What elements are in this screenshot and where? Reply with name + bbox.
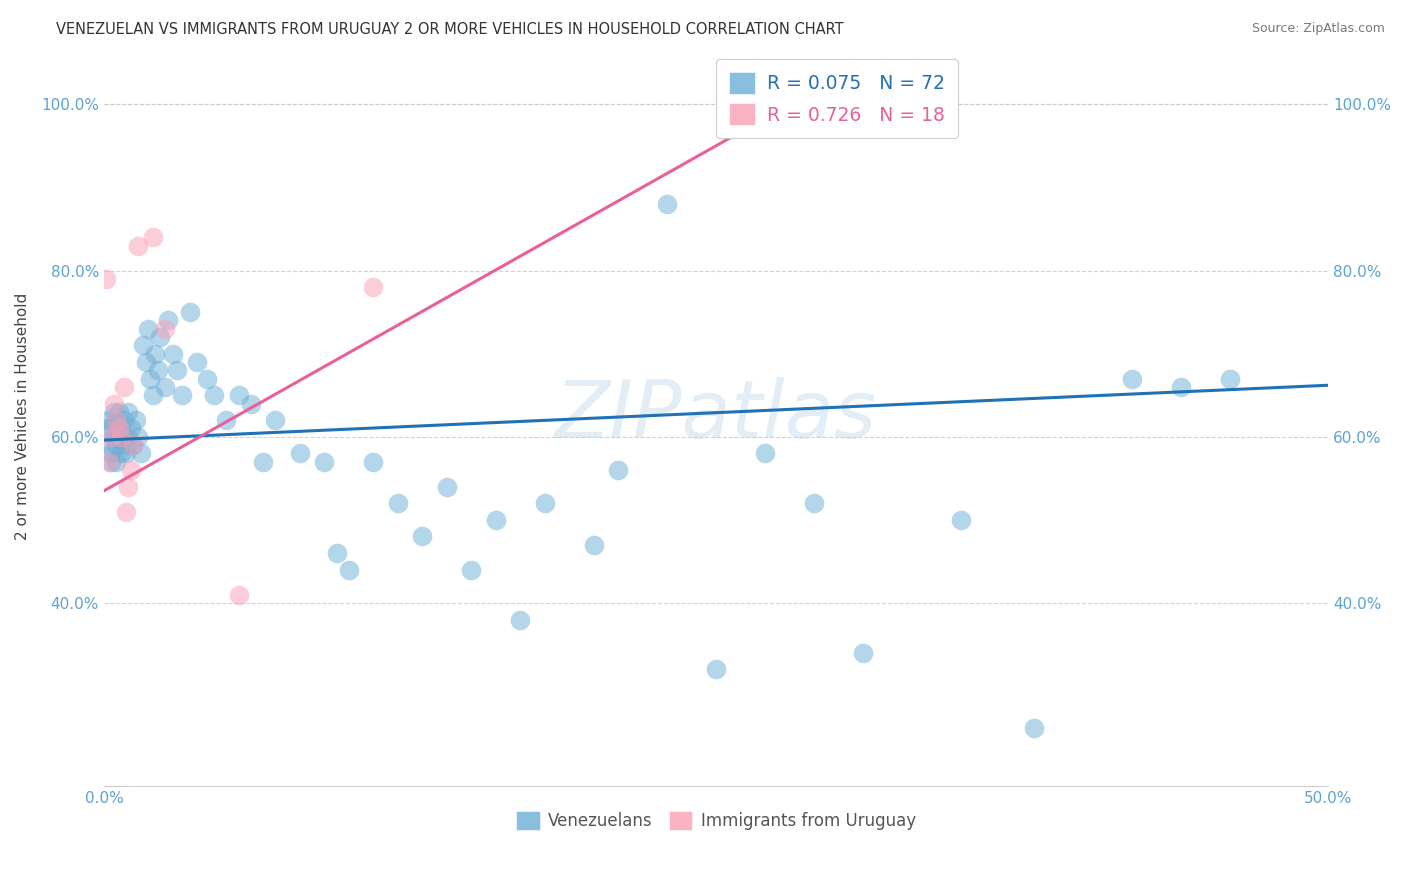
Point [97, 438, 120, 452]
Point [110, 430, 132, 444]
Point [103, 430, 125, 444]
Point [156, 313, 179, 327]
Point [228, 588, 250, 602]
Point [582, 538, 605, 552]
Y-axis label: 2 or more Vehicles in Household: 2 or more Vehicles in Household [15, 293, 30, 540]
Legend: Venezuelans, Immigrants from Uruguay: Venezuelans, Immigrants from Uruguay [509, 804, 922, 837]
Point [117, 405, 139, 419]
Point [135, 355, 157, 369]
Text: ZIPatlas: ZIPatlas [555, 377, 877, 455]
Point [100, 430, 122, 444]
Point [239, 396, 262, 410]
Point [264, 413, 287, 427]
Point [166, 363, 188, 377]
Point [361, 280, 384, 294]
Point [314, 455, 336, 469]
Point [149, 330, 172, 344]
Point [112, 380, 135, 394]
Point [172, 388, 194, 402]
Point [122, 438, 145, 452]
Point [179, 305, 201, 319]
Point [142, 388, 165, 402]
Point [127, 238, 149, 252]
Point [146, 363, 169, 377]
Point [485, 513, 508, 527]
Point [120, 463, 142, 477]
Point [115, 505, 138, 519]
Point [411, 529, 433, 543]
Point [105, 413, 128, 427]
Point [105, 438, 128, 452]
Point [100, 455, 122, 469]
Point [115, 438, 138, 452]
Point [153, 322, 176, 336]
Point [112, 413, 135, 427]
Point [803, 496, 825, 510]
Point [96, 421, 118, 435]
Point [110, 421, 132, 435]
Point [607, 463, 630, 477]
Point [1121, 371, 1143, 385]
Point [107, 430, 129, 444]
Point [97, 455, 120, 469]
Point [509, 613, 531, 627]
Text: VENEZUELAN VS IMMIGRANTS FROM URUGUAY 2 OR MORE VEHICLES IN HOUSEHOLD CORRELATIO: VENEZUELAN VS IMMIGRANTS FROM URUGUAY 2 … [56, 22, 844, 37]
Point [117, 430, 139, 444]
Point [100, 421, 122, 435]
Point [361, 455, 384, 469]
Point [162, 347, 184, 361]
Point [129, 446, 152, 460]
Point [103, 405, 125, 419]
Point [136, 322, 159, 336]
Point [655, 197, 678, 211]
Point [139, 371, 162, 385]
Point [145, 347, 167, 361]
Point [325, 546, 347, 560]
Point [107, 405, 129, 419]
Point [96, 272, 118, 286]
Point [153, 380, 176, 394]
Point [115, 446, 138, 460]
Point [704, 663, 727, 677]
Point [252, 455, 274, 469]
Point [186, 355, 208, 369]
Point [105, 413, 128, 427]
Point [228, 388, 250, 402]
Point [105, 455, 128, 469]
Point [754, 446, 776, 460]
Point [215, 413, 238, 427]
Point [533, 496, 555, 510]
Point [195, 371, 218, 385]
Point [1219, 371, 1241, 385]
Text: Source: ZipAtlas.com: Source: ZipAtlas.com [1251, 22, 1385, 36]
Point [142, 230, 165, 244]
Point [949, 513, 972, 527]
Point [117, 480, 139, 494]
Point [100, 446, 122, 460]
Point [107, 421, 129, 435]
Point [436, 480, 458, 494]
Point [132, 338, 155, 352]
Point [97, 413, 120, 427]
Point [120, 421, 142, 435]
Point [202, 388, 225, 402]
Point [1170, 380, 1192, 394]
Point [1024, 721, 1046, 735]
Point [125, 413, 148, 427]
Point [103, 396, 125, 410]
Point [460, 563, 482, 577]
Point [779, 97, 801, 112]
Point [110, 446, 132, 460]
Point [852, 646, 875, 660]
Point [288, 446, 311, 460]
Point [122, 438, 145, 452]
Point [127, 430, 149, 444]
Point [387, 496, 409, 510]
Point [112, 430, 135, 444]
Point [337, 563, 360, 577]
